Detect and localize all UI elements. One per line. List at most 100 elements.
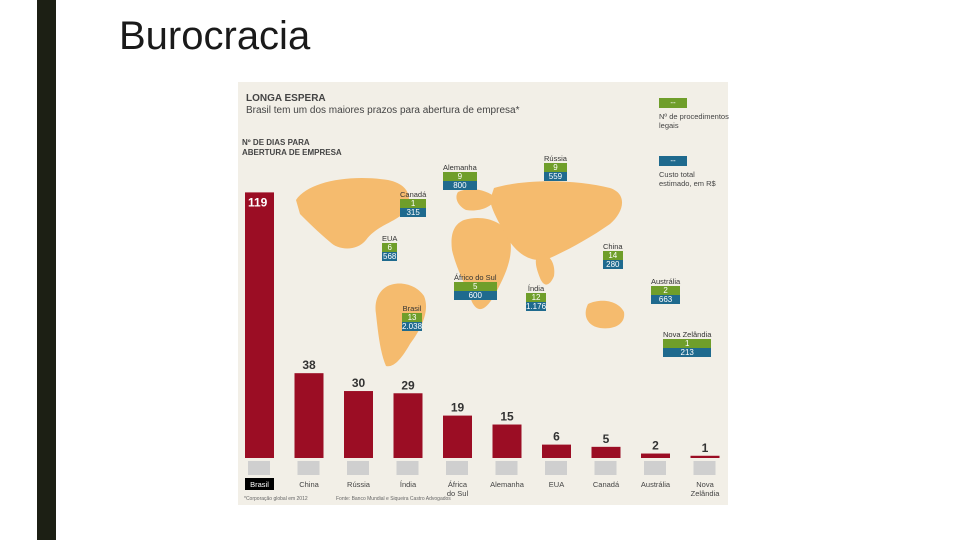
flag-icon — [347, 461, 369, 475]
bar-value-label: 19 — [451, 401, 465, 415]
infographic: LONGA ESPERA Brasil tem um dos maiores p… — [238, 82, 729, 505]
category-label: Rússia — [347, 480, 371, 489]
map-callout: EUA 6 568 — [382, 234, 398, 261]
flag-icon — [396, 461, 419, 475]
map-callout: Canadá 1 315 — [400, 190, 427, 217]
bar-áfrica-do-sul — [443, 415, 472, 458]
category-label: Zelândia — [691, 489, 721, 498]
callout-cost: 2.038 — [402, 322, 423, 331]
callout-procedures: 2 — [651, 286, 681, 295]
category-label: Nova — [696, 480, 714, 489]
bar-value-label: 30 — [352, 376, 366, 390]
flag-icon — [495, 461, 518, 475]
y-axis-header-line2: ABERTURA DE EMPRESA — [242, 148, 342, 157]
callout-country: Nova Zelândia — [663, 330, 712, 339]
map-callout: Austrália 2 663 — [651, 277, 681, 304]
y-axis-header-line1: Nº DE DIAS PARA — [242, 138, 310, 147]
category-highlight — [245, 478, 274, 490]
callout-procedures: 9 — [443, 172, 477, 181]
callout-country: Canadá — [400, 190, 427, 199]
bar-value-label: 119 — [248, 195, 268, 209]
bar-value-label: 5 — [603, 432, 610, 446]
callout-country: Rússia — [544, 154, 567, 163]
callout-cost: 800 — [443, 181, 477, 190]
category-label: Alemanha — [490, 480, 525, 489]
legend-procedures-label: Nº de procedimentos legais — [659, 112, 729, 130]
category-label: África — [448, 480, 468, 489]
bar-value-label: 1 — [702, 441, 709, 455]
map-callout: Rússia 9 559 — [544, 154, 567, 181]
bar-eua — [542, 444, 571, 458]
bar-value-label: 38 — [302, 358, 316, 372]
callout-cost: 600 — [454, 291, 497, 300]
callout-cost: 280 — [603, 260, 623, 269]
callout-procedures: 1 — [400, 199, 427, 208]
map-callout: Nova Zelândia 1 213 — [663, 330, 712, 357]
category-label: Austrália — [641, 480, 671, 489]
flag-icon — [545, 461, 567, 475]
figure-title: LONGA ESPERA — [246, 93, 326, 104]
flag-icon — [693, 461, 716, 475]
category-label: Brasil — [250, 480, 269, 489]
callout-country: Índia — [527, 284, 545, 293]
legend-cost-swatch: -- — [659, 156, 687, 166]
callout-country: Brasil — [402, 304, 422, 313]
callout-procedures: 1 — [663, 339, 712, 348]
legend-procedures-swatch: -- — [659, 98, 687, 108]
slide-title: Burocracia — [119, 14, 311, 58]
map-landmass — [490, 181, 623, 261]
bar-value-label: 2 — [652, 439, 659, 453]
map-callout: China 14 280 — [603, 242, 623, 269]
bar-brasil — [245, 192, 274, 458]
callout-country: Áfrico do Sul — [454, 273, 497, 282]
bar-índia — [393, 393, 423, 458]
callout-procedures: 6 — [382, 243, 398, 252]
callout-procedures: 13 — [402, 313, 423, 322]
category-label: Canadá — [593, 480, 620, 489]
callout-procedures: 9 — [544, 163, 567, 172]
callout-country: Austrália — [651, 277, 681, 286]
map-landmass — [456, 189, 496, 211]
category-label: Índia — [400, 480, 417, 489]
callout-cost: 663 — [651, 295, 681, 304]
footnote-left: *Corporação global em 2012 — [244, 496, 308, 502]
flag-icon — [297, 461, 320, 475]
map-landmass — [535, 253, 555, 285]
figure-subtitle: Brasil tem um dos maiores prazos para ab… — [246, 105, 520, 116]
y-axis-header: Nº DE DIAS PARA ABERTURA DE EMPRESA — [242, 138, 342, 158]
category-label: China — [299, 480, 319, 489]
callout-country: China — [603, 242, 623, 251]
map-landmass — [375, 283, 427, 367]
bar-nova-zelândia — [690, 455, 720, 458]
bar-rússia — [344, 391, 373, 458]
map-callout: Brasil 13 2.038 — [402, 304, 423, 331]
callout-cost: 568 — [382, 252, 398, 261]
callout-cost: 315 — [400, 208, 427, 217]
chart-svg: 119 Brasil 38 China 30 Rússia 29 Índia 19 Áfricad… — [245, 178, 721, 498]
callout-country: EUA — [382, 234, 398, 243]
bar-value-label: 29 — [401, 378, 415, 392]
bar-china — [294, 373, 324, 458]
callout-procedures: 12 — [526, 293, 547, 302]
bar-canadá — [591, 446, 621, 458]
bar-alemanha — [492, 424, 522, 458]
callout-procedures: 5 — [454, 282, 497, 291]
callout-cost: 213 — [663, 348, 712, 357]
bar-value-label: 6 — [553, 430, 560, 444]
map-callout: Alemanha 9 800 — [443, 163, 477, 190]
map-landmass — [296, 178, 409, 249]
callout-cost: 1.176 — [526, 302, 547, 311]
slide-accent-bar — [37, 0, 56, 540]
bar-austrália — [641, 453, 670, 458]
footnote-source: Fonte: Banco Mundial e Siqueira Castro A… — [336, 496, 451, 502]
map-landmass — [585, 300, 625, 329]
map-callout: Índia 12 1.176 — [526, 284, 547, 311]
callout-cost: 559 — [544, 172, 567, 181]
flag-icon — [248, 461, 270, 475]
bar-value-label: 15 — [500, 410, 514, 424]
category-label: do Sul — [447, 489, 469, 498]
flag-icon — [446, 461, 468, 475]
callout-country: Alemanha — [443, 163, 477, 172]
category-label: EUA — [549, 480, 564, 489]
legend-cost-label: Custo total estimado, em R$ — [659, 170, 716, 188]
